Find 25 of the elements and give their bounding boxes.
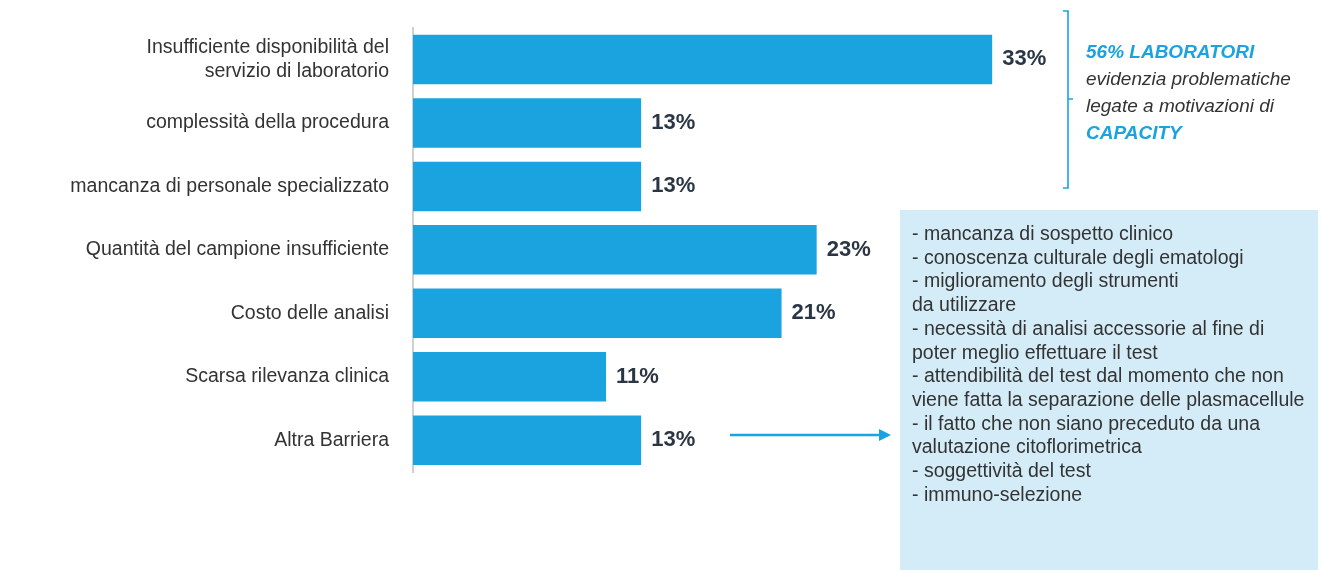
data-label: 11%: [616, 362, 659, 388]
data-label: 13%: [651, 426, 696, 452]
data-label: 23%: [826, 235, 871, 261]
data-label: 33%: [1002, 45, 1047, 71]
y-tick-label: mancanza di personale specializzato: [70, 173, 390, 196]
bar: [413, 161, 642, 212]
y-tick-label: Costo delle analisi: [230, 300, 389, 323]
bar: [413, 415, 642, 466]
text-box: - mancanza di sospetto clinico - conoscenza culturale degli ematologi - miglioramento degli strumenti da utilizzare - necessità di analisi accessorie al fine di poter meglio effettuare il test - attendibilità del test dal momento che non viene fatta la separazione delle plasmacellule - il fatto che non siano preceduto da una valutazione citoflorimetrica - soggettività del test - immuno-selezione: [900, 210, 1318, 570]
data-label: 21%: [791, 299, 836, 325]
text: evidenzia problematiche legate a motivazioni di: [1086, 68, 1291, 116]
y-tick-label: Quantità del campione insufficiente: [85, 237, 389, 260]
y-tick-label: Insufficiente disponibilità del servizio di laboratorio: [146, 35, 390, 81]
y-tick-label: Scarsa rilevanza clinica: [185, 364, 390, 387]
bar: [413, 288, 782, 339]
bar: [413, 352, 607, 402]
bar: [413, 34, 993, 85]
data-label: 13%: [651, 172, 696, 198]
bar: [413, 225, 817, 275]
text: 56% LABORATORI: [1086, 41, 1255, 62]
text: CAPACITY: [1086, 122, 1182, 143]
bar: [413, 98, 642, 148]
y-tick-label: complessità della procedura: [146, 110, 390, 133]
y-tick-label: Altra Barriera: [274, 427, 390, 450]
data-label: 13%: [651, 108, 696, 134]
